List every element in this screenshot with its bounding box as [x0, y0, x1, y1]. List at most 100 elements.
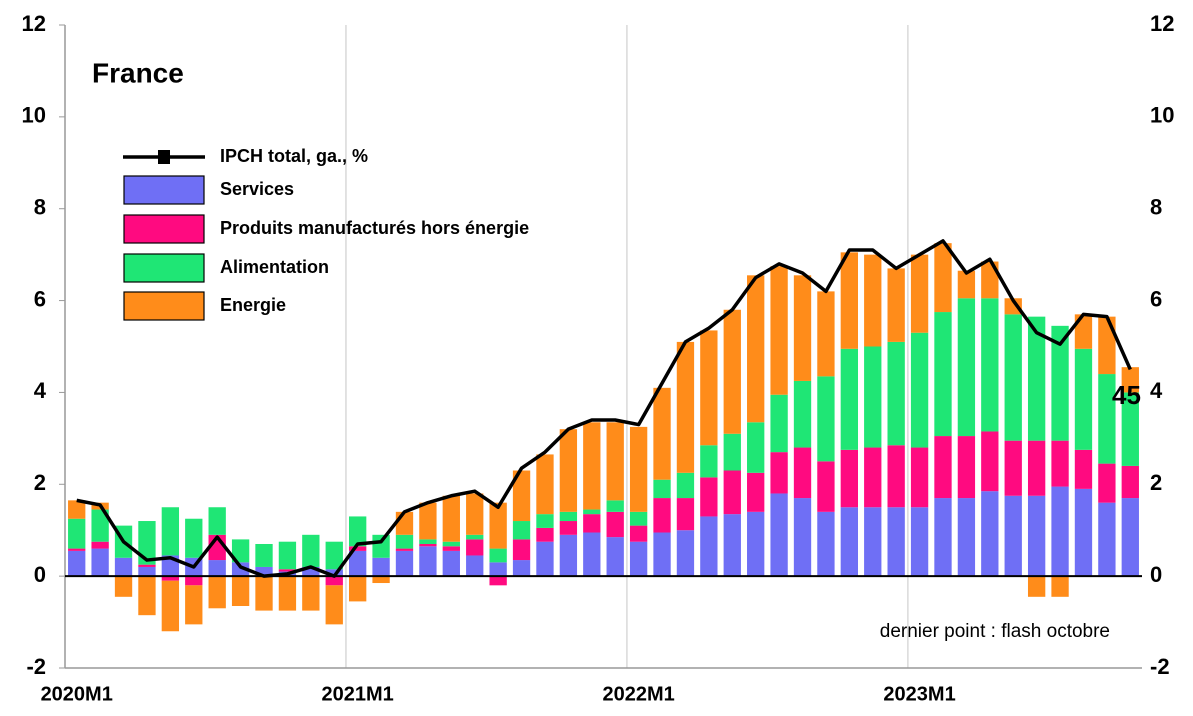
bar-segment — [512, 560, 531, 577]
bar-segment — [138, 521, 156, 565]
bar-segment — [185, 576, 203, 586]
bar-segment — [793, 380, 812, 448]
bar-segment — [793, 275, 812, 381]
bar-segment — [583, 422, 601, 510]
bar-segment — [349, 546, 367, 551]
bar-segment — [1027, 316, 1046, 441]
bar-segment — [419, 502, 437, 540]
bar-segment — [489, 576, 507, 586]
y2-tick-label: 10 — [1150, 103, 1174, 128]
bar-segment — [372, 576, 390, 584]
bar-segment — [278, 569, 297, 572]
bar-segment — [887, 445, 905, 508]
bar-segment — [419, 543, 437, 547]
bar-segment — [419, 539, 437, 544]
bar-segment — [349, 516, 367, 547]
bar-segment — [466, 493, 484, 535]
bar-segment — [583, 514, 601, 533]
chart-title: France — [92, 57, 184, 88]
note: dernier point : flash octobre — [880, 621, 1110, 642]
legend-label: IPCH total, ga., % — [220, 146, 368, 166]
bar-segment — [231, 576, 250, 606]
y2-tick-label: 2 — [1150, 470, 1162, 495]
y2-tick-label: 4 — [1150, 378, 1163, 403]
y-tick-label: 2 — [34, 470, 46, 495]
bar-segment — [185, 518, 203, 558]
y-tick-label: 0 — [34, 562, 46, 587]
y-tick-label: -2 — [26, 654, 46, 679]
bar-segment — [981, 431, 999, 492]
legend-swatch — [123, 214, 205, 244]
bar-segment — [372, 557, 390, 577]
y-tick-label: 8 — [34, 195, 46, 220]
bar-segment — [442, 495, 460, 542]
legend-label: Services — [220, 179, 294, 199]
bar-segment — [1051, 576, 1069, 597]
bar-segment — [934, 498, 952, 577]
bar-segment — [1004, 440, 1022, 496]
bar-segment — [1121, 367, 1139, 393]
bar-segment — [676, 341, 695, 473]
y-tick-label: 10 — [22, 103, 46, 128]
bar-segment — [489, 548, 507, 563]
bar-segment — [231, 562, 250, 577]
bar-segment — [629, 511, 648, 526]
bar-segment — [747, 472, 765, 512]
bar-segment — [817, 461, 835, 512]
bar-segment — [114, 576, 133, 597]
bar-segment — [395, 511, 414, 535]
bar-segment — [934, 243, 952, 313]
y2-tick-label: -2 — [1150, 654, 1170, 679]
bar-segment — [349, 576, 367, 602]
bar-segment — [1074, 314, 1093, 349]
bar-segment — [442, 546, 460, 551]
bar-segment — [606, 500, 624, 512]
bar-segment — [1051, 486, 1069, 577]
bar-segment — [68, 500, 86, 519]
annotation: 45 — [1112, 380, 1141, 410]
bar-segment — [395, 548, 414, 551]
x-tick-label: 2021M1 — [322, 683, 394, 705]
bar-segment — [512, 521, 531, 540]
bar-segment — [817, 376, 835, 462]
bar-segment — [325, 569, 343, 577]
bar-segment — [747, 275, 765, 423]
bar-segment — [536, 514, 554, 528]
bar-segment — [840, 252, 858, 349]
bar-segment — [629, 541, 648, 577]
bar-segment — [466, 534, 484, 540]
y2-tick-label: 6 — [1150, 286, 1162, 311]
bar-segment — [887, 341, 905, 446]
bar-segment — [957, 270, 976, 299]
bar-segment — [1074, 348, 1093, 450]
bar-segment — [864, 447, 882, 508]
legend-swatch — [123, 291, 205, 321]
bar-segment — [676, 530, 695, 577]
bar-segment — [629, 426, 648, 512]
bar-segment — [934, 312, 952, 437]
legend-label: Energie — [220, 295, 286, 315]
bar-segment — [653, 387, 671, 480]
bar-segment — [208, 576, 226, 609]
bar-segment — [840, 449, 858, 508]
bar-segment — [372, 534, 390, 558]
bar-segment — [466, 539, 484, 556]
bar-segment — [302, 534, 320, 567]
bar-segment — [723, 470, 741, 515]
bar-segment — [793, 498, 812, 577]
bar-segment — [887, 507, 905, 577]
bar-segment — [536, 454, 554, 515]
bar-segment — [1098, 316, 1116, 375]
bar-segment — [864, 507, 882, 577]
bar-segment — [981, 298, 999, 432]
bar-segment — [185, 585, 203, 625]
bar-segment — [466, 555, 484, 577]
bar-segment — [91, 541, 109, 549]
bar-segment — [606, 422, 624, 501]
bar-segment — [1027, 576, 1046, 597]
bar-segment — [817, 291, 835, 377]
bar-segment — [606, 511, 624, 538]
bar-segment — [1121, 498, 1139, 577]
bar-segment — [653, 498, 671, 533]
bar-segment — [747, 511, 765, 577]
